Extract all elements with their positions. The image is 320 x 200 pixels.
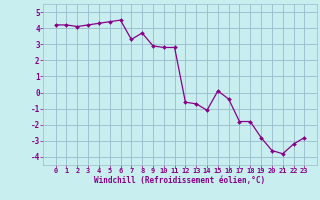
X-axis label: Windchill (Refroidissement éolien,°C): Windchill (Refroidissement éolien,°C) — [94, 176, 266, 185]
